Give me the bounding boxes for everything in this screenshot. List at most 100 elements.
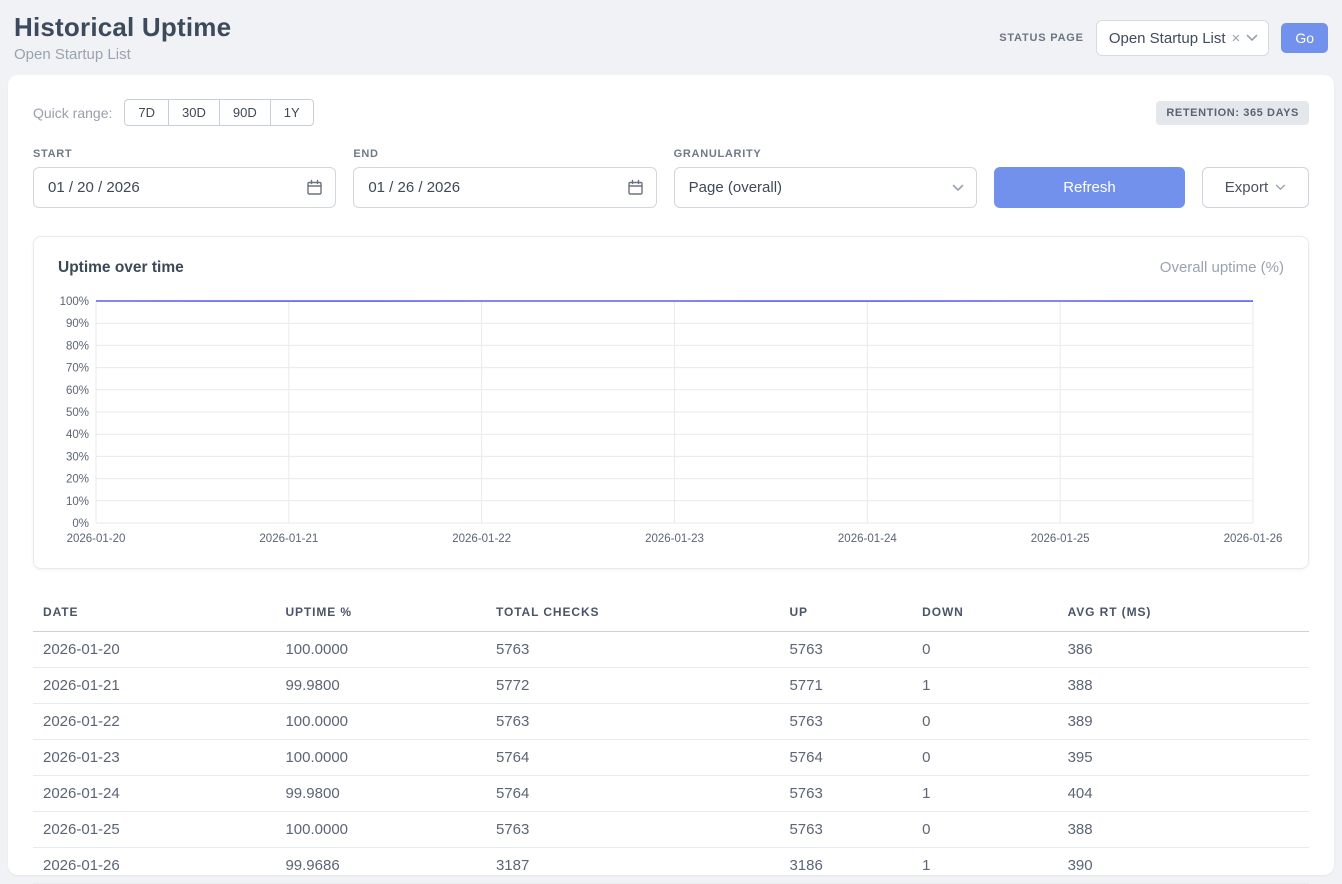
column-header-date: DATE — [33, 595, 275, 632]
table-cell: 99.9686 — [275, 848, 486, 884]
start-date-input[interactable]: 01 / 20 / 2026 — [33, 167, 336, 208]
svg-text:2026-01-21: 2026-01-21 — [259, 533, 318, 545]
table-cell: 1 — [912, 776, 1057, 812]
table-cell: 5764 — [486, 776, 779, 812]
svg-text:60%: 60% — [66, 385, 89, 397]
table-cell: 5763 — [779, 632, 912, 668]
granularity-select[interactable]: Page (overall) — [674, 167, 977, 208]
chart-header: Uptime over time Overall uptime (%) — [58, 259, 1284, 277]
page-header: Historical Uptime Open Startup List STAT… — [0, 0, 1342, 69]
end-date-input[interactable]: 01 / 26 / 2026 — [353, 167, 656, 208]
table-cell: 0 — [912, 812, 1057, 848]
table-cell: 2026-01-23 — [33, 740, 275, 776]
column-header-avg-rt: AVG RT (MS) — [1058, 595, 1309, 632]
table-cell: 5763 — [486, 704, 779, 740]
start-date-value: 01 / 20 / 2026 — [48, 179, 140, 196]
table-cell: 5763 — [779, 704, 912, 740]
table-cell: 2026-01-24 — [33, 776, 275, 812]
quick-range-group: 7D 30D 90D 1Y — [124, 99, 313, 126]
column-header-total-checks: TOTAL CHECKS — [486, 595, 779, 632]
table-cell: 0 — [912, 704, 1057, 740]
table-row: 2026-01-2699.9686318731861390 — [33, 848, 1309, 884]
end-date-label: END — [353, 148, 656, 160]
table-cell: 5764 — [486, 740, 779, 776]
go-button[interactable]: Go — [1281, 23, 1328, 53]
table-cell: 404 — [1058, 776, 1309, 812]
column-header-uptime: UPTIME % — [275, 595, 486, 632]
start-date-label: START — [33, 148, 336, 160]
table-cell: 5772 — [486, 668, 779, 704]
svg-text:50%: 50% — [66, 407, 89, 419]
start-date-field: START 01 / 20 / 2026 — [33, 148, 336, 208]
table-cell: 99.9800 — [275, 776, 486, 812]
status-page-label: STATUS PAGE — [999, 32, 1084, 44]
end-date-value: 01 / 26 / 2026 — [368, 179, 460, 196]
calendar-icon[interactable] — [627, 179, 644, 196]
svg-text:2026-01-20: 2026-01-20 — [67, 533, 126, 545]
table-cell: 5763 — [486, 812, 779, 848]
table-cell: 5771 — [779, 668, 912, 704]
table-cell: 390 — [1058, 848, 1309, 884]
svg-text:2026-01-23: 2026-01-23 — [645, 533, 704, 545]
svg-text:2026-01-22: 2026-01-22 — [452, 533, 511, 545]
chevron-down-icon — [1275, 184, 1286, 191]
quick-range-30d-button[interactable]: 30D — [168, 99, 220, 126]
column-header-down: DOWN — [912, 595, 1057, 632]
table-cell: 100.0000 — [275, 812, 486, 848]
table-cell: 5763 — [779, 812, 912, 848]
granularity-selected-value: Page (overall) — [689, 179, 782, 196]
table-cell: 2026-01-22 — [33, 704, 275, 740]
uptime-chart: 0%10%20%30%40%50%60%70%80%90%100%2026-01… — [58, 291, 1284, 554]
end-date-field: END 01 / 26 / 2026 — [353, 148, 656, 208]
chevron-down-icon — [1246, 34, 1258, 42]
granularity-field: GRANULARITY Page (overall) — [674, 148, 977, 208]
table-cell: 0 — [912, 632, 1057, 668]
page-title: Historical Uptime — [14, 12, 231, 43]
chart-legend: Overall uptime (%) — [1160, 259, 1284, 276]
svg-text:30%: 30% — [66, 451, 89, 463]
svg-text:0%: 0% — [72, 518, 89, 530]
column-header-up: UP — [779, 595, 912, 632]
svg-text:10%: 10% — [66, 496, 89, 508]
table-cell: 2026-01-21 — [33, 668, 275, 704]
export-button-label: Export — [1225, 179, 1268, 196]
table-cell: 5764 — [779, 740, 912, 776]
table-cell: 1 — [912, 848, 1057, 884]
table-cell: 2026-01-20 — [33, 632, 275, 668]
clear-selection-icon[interactable]: × — [1232, 31, 1241, 46]
table-row: 2026-01-2199.9800577257711388 — [33, 668, 1309, 704]
table-cell: 99.9800 — [275, 668, 486, 704]
svg-text:70%: 70% — [66, 363, 89, 375]
calendar-icon[interactable] — [306, 179, 323, 196]
export-button[interactable]: Export — [1202, 167, 1309, 208]
table-row: 2026-01-22100.0000576357630389 — [33, 704, 1309, 740]
table-cell: 2026-01-26 — [33, 848, 275, 884]
status-page-select[interactable]: Open Startup List × — [1096, 20, 1270, 56]
table-cell: 386 — [1058, 632, 1309, 668]
svg-text:20%: 20% — [66, 474, 89, 486]
chart-title: Uptime over time — [58, 259, 184, 277]
table-cell: 389 — [1058, 704, 1309, 740]
quick-range-7d-button[interactable]: 7D — [124, 99, 169, 126]
table-cell: 395 — [1058, 740, 1309, 776]
svg-text:2026-01-25: 2026-01-25 — [1031, 533, 1090, 545]
table-row: 2026-01-25100.0000576357630388 — [33, 812, 1309, 848]
refresh-button[interactable]: Refresh — [994, 167, 1185, 208]
quick-range-1y-button[interactable]: 1Y — [270, 99, 314, 126]
quick-range-90d-button[interactable]: 90D — [219, 99, 271, 126]
table-row: 2026-01-2499.9800576457631404 — [33, 776, 1309, 812]
table-cell: 100.0000 — [275, 632, 486, 668]
table-cell: 3186 — [779, 848, 912, 884]
table-cell: 0 — [912, 740, 1057, 776]
table-cell: 100.0000 — [275, 740, 486, 776]
retention-badge: RETENTION: 365 DAYS — [1156, 101, 1309, 125]
svg-text:90%: 90% — [66, 318, 89, 330]
svg-text:2026-01-24: 2026-01-24 — [838, 533, 897, 545]
table-header: DATE UPTIME % TOTAL CHECKS UP DOWN AVG R… — [33, 595, 1309, 632]
table-row: 2026-01-20100.0000576357630386 — [33, 632, 1309, 668]
uptime-chart-card: Uptime over time Overall uptime (%) 0% 10… — [33, 236, 1309, 569]
table-cell: 100.0000 — [275, 704, 486, 740]
quick-range-row: Quick range: 7D 30D 90D 1Y RETENTION: 36… — [33, 99, 1309, 126]
svg-text:100%: 100% — [60, 296, 89, 308]
table-cell: 388 — [1058, 668, 1309, 704]
